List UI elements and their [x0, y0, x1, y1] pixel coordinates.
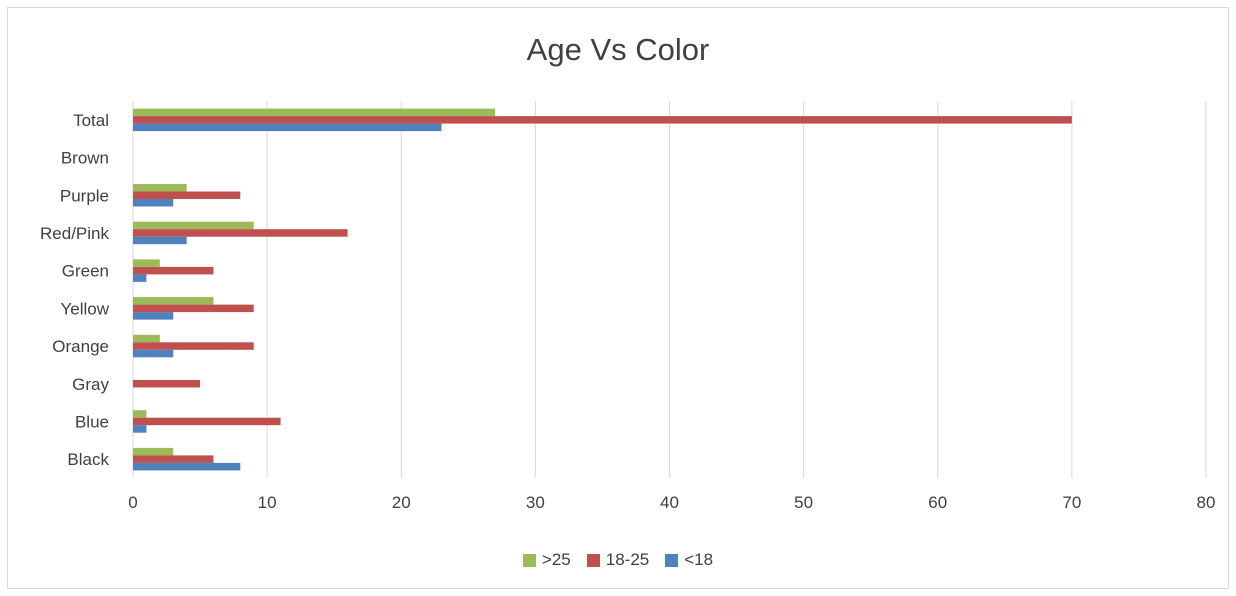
- x-tick-label: 10: [258, 493, 277, 512]
- bar: [133, 462, 241, 471]
- x-tick-label: 80: [1197, 493, 1216, 512]
- legend-item: 18-25: [586, 550, 650, 570]
- y-tick-label: Green: [62, 262, 109, 281]
- legend-label: <18: [684, 550, 714, 569]
- bar: [133, 259, 160, 267]
- bar: [133, 417, 281, 426]
- y-tick-label: Brown: [61, 149, 109, 168]
- y-tick-label: Yellow: [60, 299, 109, 318]
- x-tick-label: 70: [1062, 493, 1081, 512]
- bar: [133, 297, 214, 305]
- y-tick-label: Black: [67, 450, 109, 469]
- bar: [133, 116, 1072, 124]
- legend-item: >25: [522, 550, 571, 570]
- bar: [133, 229, 348, 237]
- legend-label: >25: [541, 550, 571, 569]
- legend-swatch: [586, 553, 600, 567]
- bar: [133, 184, 187, 192]
- bar: [133, 342, 254, 350]
- legend-swatch: [665, 553, 679, 567]
- bar: [133, 304, 254, 313]
- bar: [133, 221, 254, 230]
- bar: [133, 191, 241, 199]
- x-tick-label: 50: [794, 493, 813, 512]
- bar: [133, 108, 496, 117]
- bar: [133, 199, 174, 207]
- y-tick-label: Purple: [60, 186, 109, 205]
- y-tick-label: Total: [73, 111, 109, 130]
- x-tick-label: 0: [128, 493, 137, 512]
- y-tick-label: Red/Pink: [40, 224, 109, 243]
- x-tick-label: 30: [526, 493, 545, 512]
- bar: [133, 334, 160, 343]
- bar: [133, 274, 147, 282]
- bar: [133, 380, 201, 388]
- bar: [133, 455, 214, 463]
- legend-swatch: [522, 553, 536, 567]
- x-tick-label: 40: [660, 493, 679, 512]
- bar: [133, 349, 174, 358]
- bar: [133, 447, 174, 456]
- bar: [133, 123, 442, 132]
- chart-title: Age Vs Color: [526, 32, 710, 67]
- bar: [133, 266, 214, 275]
- bar: [133, 312, 174, 320]
- bar: [133, 425, 147, 433]
- bar: [133, 236, 187, 245]
- y-tick-label: Orange: [52, 337, 109, 356]
- bar: [133, 410, 147, 418]
- y-tick-label: Gray: [72, 375, 109, 394]
- chart-legend: >25 18-25 <18: [0, 550, 1236, 570]
- x-tick-label: 20: [392, 493, 411, 512]
- legend-label: 18-25: [605, 550, 650, 569]
- legend-item: <18: [665, 550, 713, 570]
- y-tick-label: Blue: [75, 412, 109, 431]
- x-tick-label: 60: [928, 493, 947, 512]
